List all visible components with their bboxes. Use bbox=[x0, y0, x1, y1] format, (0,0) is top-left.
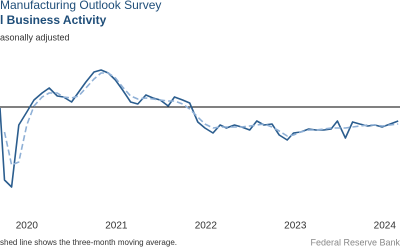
source: Federal Reserve Bank bbox=[310, 237, 400, 247]
x-tick-label: 2022 bbox=[195, 221, 218, 232]
footnote: shed line shows the three-month moving a… bbox=[0, 238, 177, 247]
chart-subtitle: l Business Activity bbox=[0, 13, 107, 27]
x-tick-label: 2020 bbox=[16, 221, 39, 232]
x-tick-label: 2024 bbox=[374, 221, 397, 232]
series-line bbox=[3, 72, 399, 166]
chart-note: asonally adjusted bbox=[0, 32, 70, 42]
x-tick-label: 2023 bbox=[284, 221, 307, 232]
chart-title: Manufacturing Outlook Survey bbox=[0, 0, 161, 12]
x-tick-label: 2021 bbox=[105, 221, 128, 232]
